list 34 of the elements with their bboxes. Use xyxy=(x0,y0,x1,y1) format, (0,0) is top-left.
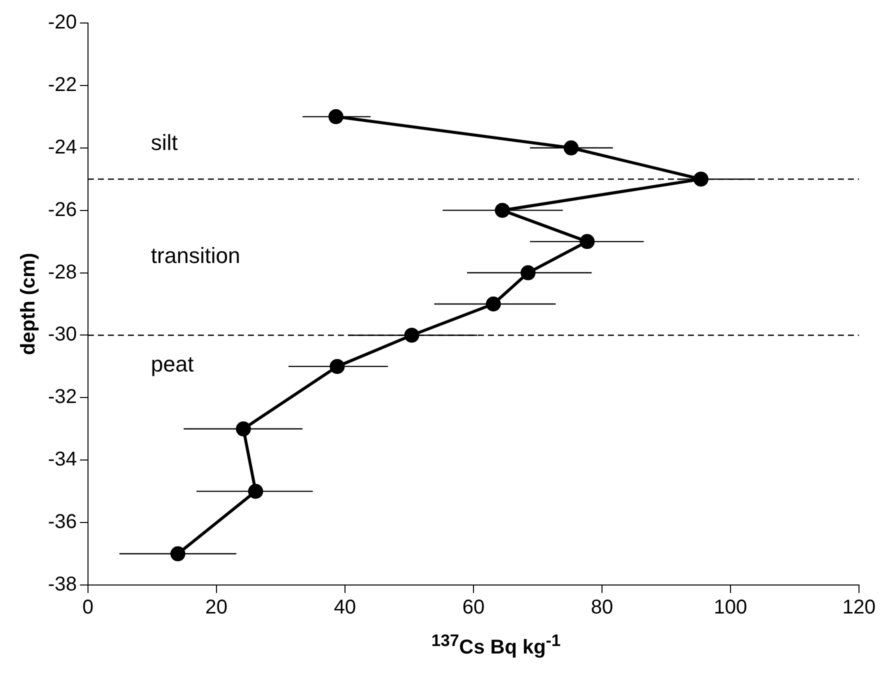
point xyxy=(330,358,345,374)
point xyxy=(520,265,536,280)
x-axis-title: $^{137}$Cs Bq kg$^{-1}$ xyxy=(430,631,562,660)
point xyxy=(693,172,708,187)
y-tick-label: -24 xyxy=(48,136,77,158)
point xyxy=(404,328,420,343)
y-tick-label: -36 xyxy=(48,511,77,534)
point xyxy=(580,234,595,250)
point xyxy=(248,484,264,499)
x-tick-label: 40 xyxy=(334,596,356,619)
y-tick-label: -30 xyxy=(48,324,77,346)
point xyxy=(170,546,186,562)
y-tick-label: -26 xyxy=(48,198,77,221)
y-tick-label: -32 xyxy=(48,386,77,408)
x-tick-label: 120 xyxy=(842,596,876,619)
x-tick-label: 20 xyxy=(205,596,228,619)
y-tick-label: -38 xyxy=(48,574,77,596)
x-tick-label: 80 xyxy=(590,596,614,619)
point xyxy=(328,109,344,124)
y-tick-label: -34 xyxy=(48,448,77,471)
x-tick-label: 100 xyxy=(714,596,748,619)
annotation: silt xyxy=(150,130,178,156)
x-tick-label: 0 xyxy=(82,596,94,619)
y-tick-label: -22 xyxy=(48,74,77,96)
point xyxy=(236,421,251,436)
annotation: peat xyxy=(150,351,194,376)
point xyxy=(486,296,501,312)
annotation: transition xyxy=(150,243,240,268)
point xyxy=(494,202,510,218)
y-tick-label: -28 xyxy=(48,261,77,284)
y-tick-label: -20 xyxy=(48,12,77,34)
x-tick-label: 60 xyxy=(462,596,485,619)
point xyxy=(564,140,579,156)
y-axis-title: depth (cm) xyxy=(18,252,40,356)
